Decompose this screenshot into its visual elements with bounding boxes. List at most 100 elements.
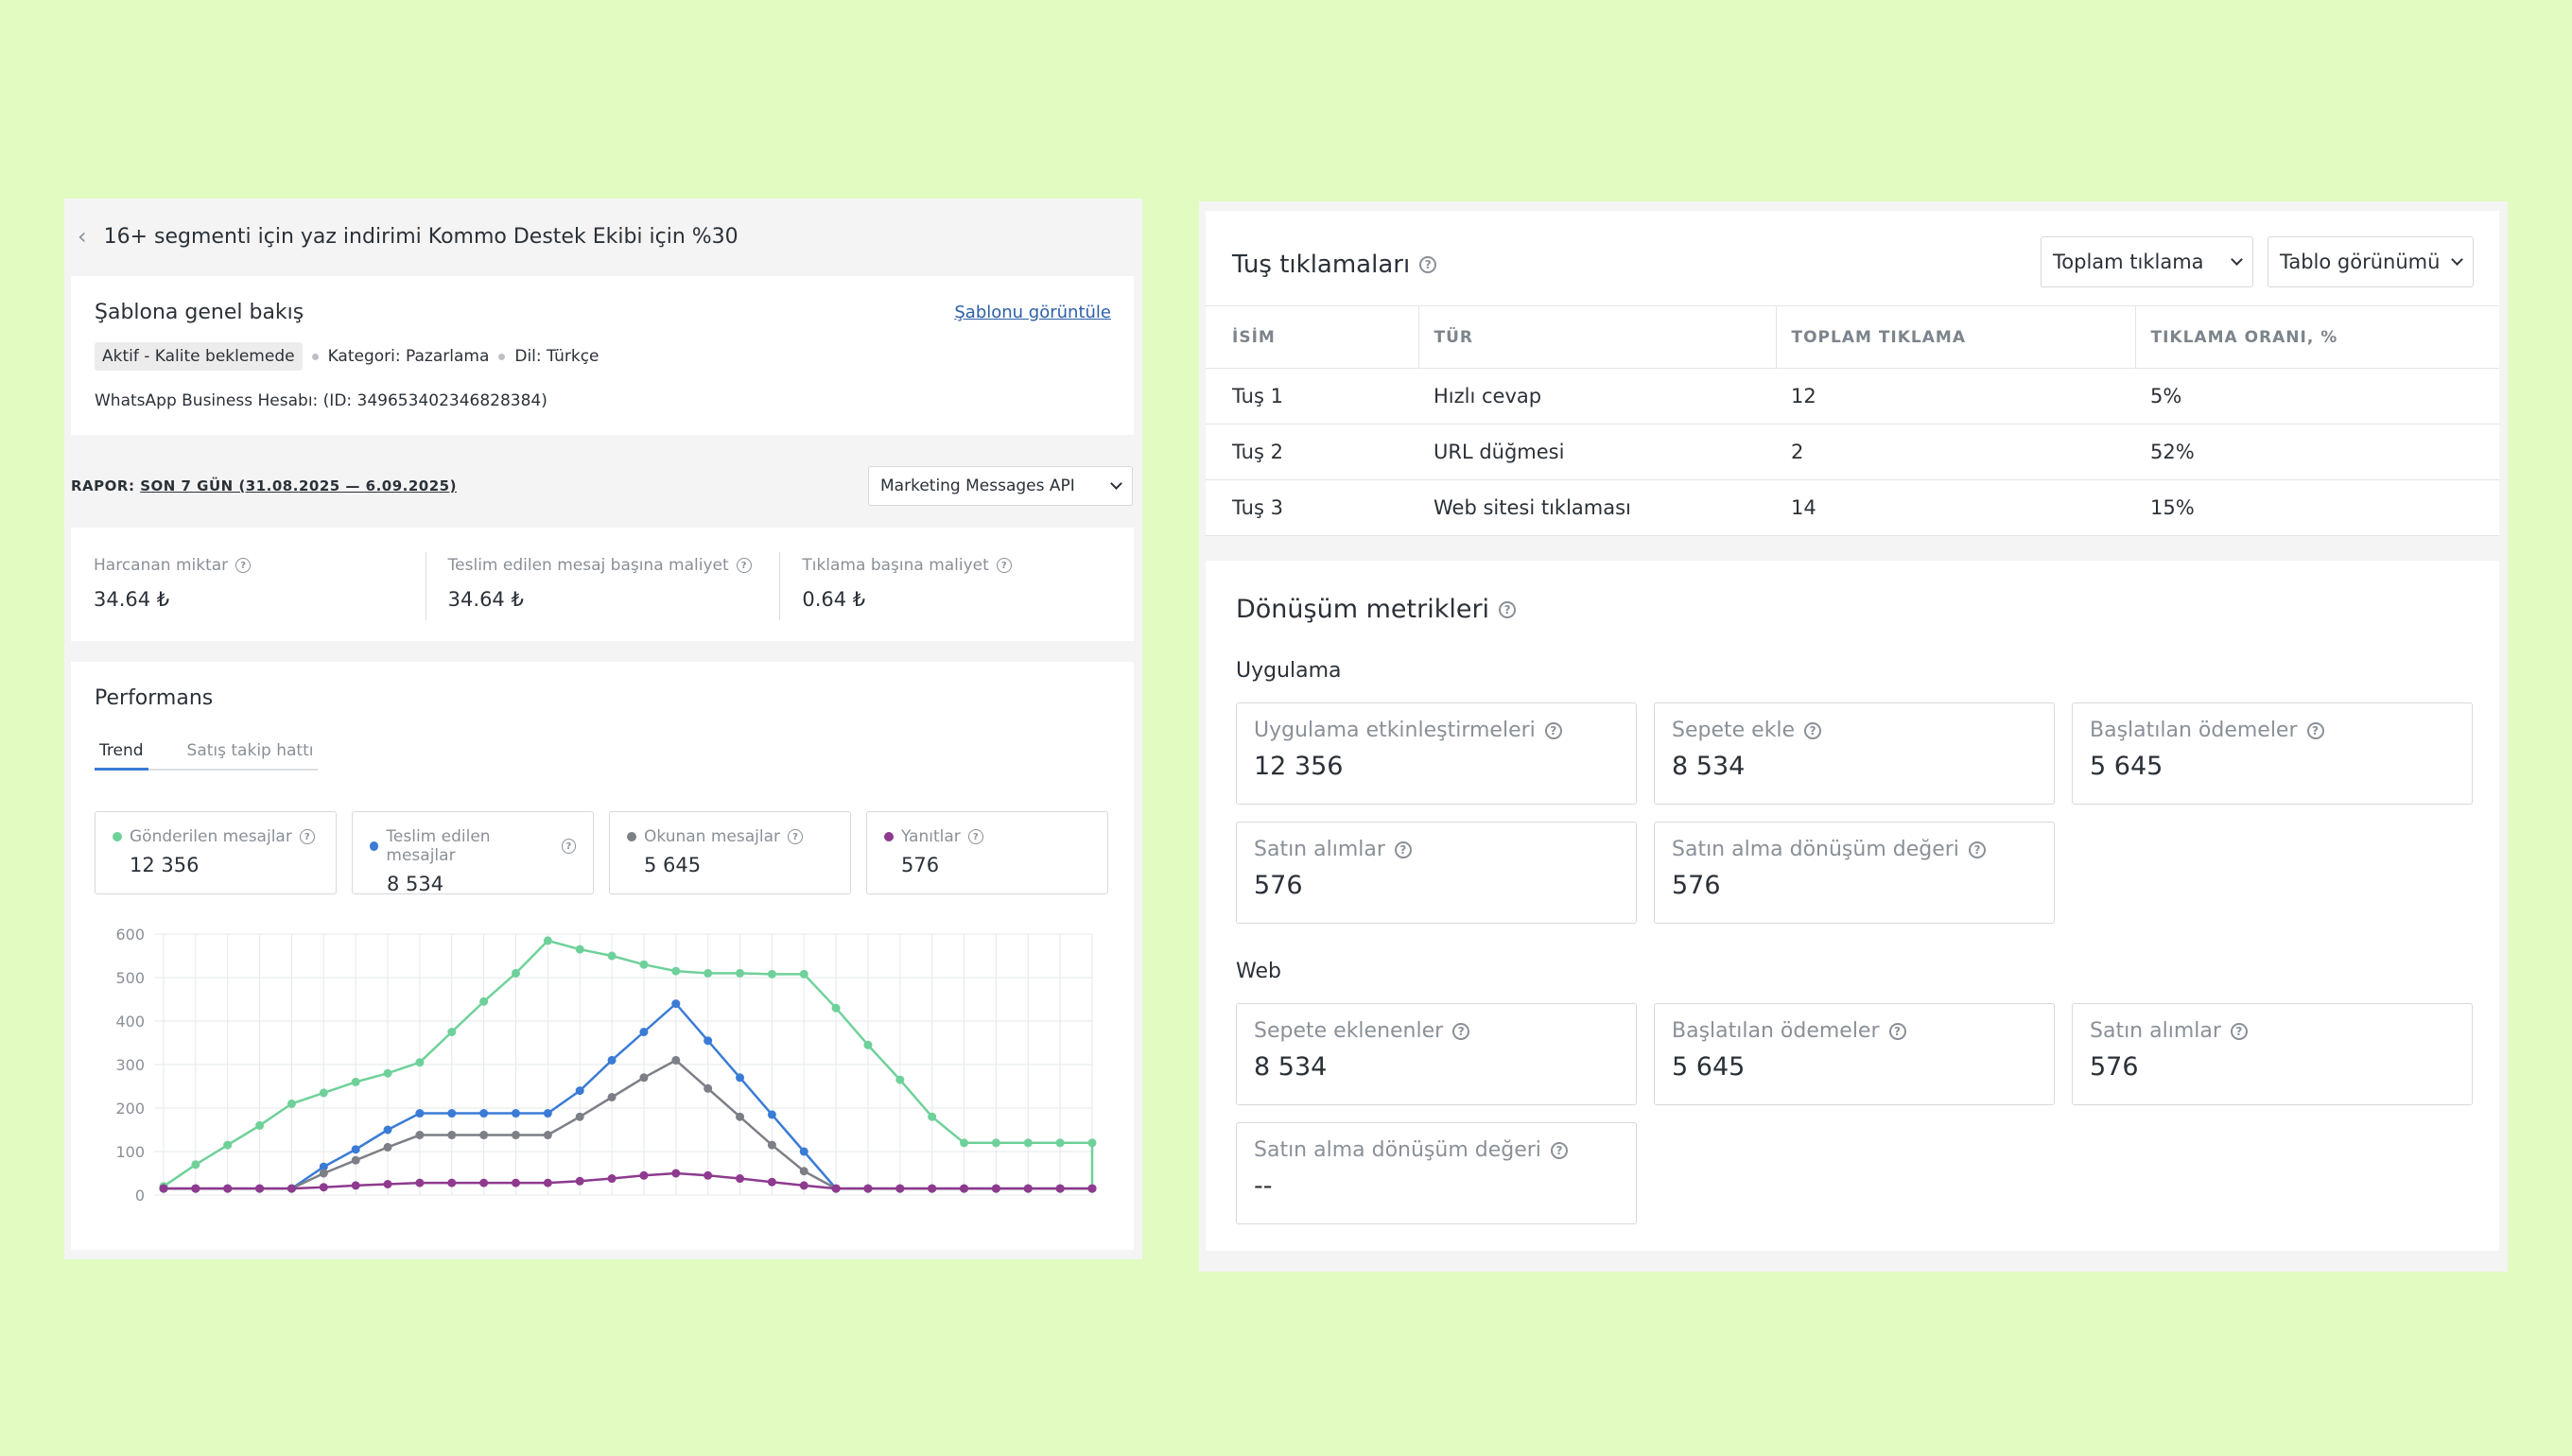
help-icon[interactable]: ?: [235, 558, 252, 573]
chevron-down-icon: [1110, 477, 1122, 490]
cell-rate: 52%: [2135, 424, 2499, 480]
data-point: [928, 1184, 937, 1193]
data-point: [575, 1112, 584, 1121]
cell-type: Hızlı cevap: [1418, 368, 1776, 425]
metric-read[interactable]: Okunan mesajlar? 5 645: [609, 811, 851, 894]
cost-value: 34.64 ₺: [447, 588, 524, 611]
cell-name: Tuş 1: [1206, 368, 1418, 425]
data-point: [543, 1131, 552, 1140]
template-overview-card: Şablona genel bakış Şablonu görüntüle Ak…: [71, 276, 1134, 435]
tab-trend[interactable]: Trend: [95, 736, 148, 771]
help-icon[interactable]: ?: [1452, 1022, 1470, 1040]
data-point: [928, 1112, 937, 1121]
data-point: [447, 1131, 457, 1140]
help-icon[interactable]: ?: [1550, 1141, 1568, 1159]
cost-per-delivered: Teslim edilen mesaj başına maliyet? 34.6…: [425, 528, 780, 641]
help-icon[interactable]: ?: [1544, 721, 1562, 739]
separator-dot: [498, 353, 506, 360]
y-tick-label: 300: [115, 1056, 145, 1074]
template-title: 16+ segmenti için yaz indirimi Kommo Des…: [103, 224, 739, 249]
cell-type: Web sitesi tıklaması: [1418, 479, 1776, 536]
data-point: [543, 1178, 552, 1187]
metric-value: 576: [2090, 1052, 2139, 1082]
data-point: [479, 1109, 489, 1118]
metric-label: Satın alma dönüşüm değeri: [1672, 838, 1959, 861]
series-line-okunan-mesajlar: [164, 1058, 1092, 1190]
table-row: Tuş 3 Web sitesi tıklaması 14 15%: [1206, 479, 2499, 536]
report-bar: RAPOR: SON 7 GÜN (31.08.2025 — 6.09.2025…: [71, 465, 1134, 507]
metric-checkouts-initiated: Başlatılan ödemeler? 5 645: [2072, 702, 2473, 805]
data-point: [415, 1178, 425, 1187]
metric-delivered[interactable]: Teslim edilen mesajlar? 8 534: [352, 811, 594, 895]
button-clicks-card: Tuş tıklamaları ? Toplam tıklama Tablo g…: [1206, 211, 2499, 536]
api-select[interactable]: Marketing Messages API: [868, 466, 1133, 506]
data-point: [415, 1109, 425, 1118]
column-header-click-rate[interactable]: TIKLAMA ORANI, %: [2134, 305, 2499, 369]
table-row: Tuş 1 Hızlı cevap 12 5%: [1206, 368, 2499, 425]
data-point: [191, 1160, 200, 1170]
help-icon[interactable]: ?: [1804, 721, 1822, 739]
data-point: [704, 1083, 713, 1093]
cell-name: Tuş 2: [1206, 424, 1418, 480]
data-point: [1023, 1184, 1033, 1193]
help-icon[interactable]: ?: [1499, 600, 1517, 618]
help-icon[interactable]: ?: [2230, 1022, 2248, 1040]
metric-sent[interactable]: Gönderilen mesajlar? 12 356: [95, 811, 337, 894]
data-point: [863, 1040, 873, 1049]
help-icon[interactable]: ?: [1968, 841, 1986, 858]
data-point: [287, 1184, 296, 1193]
help-icon[interactable]: ?: [1394, 841, 1412, 858]
performance-card: Performans Trend Satış takip hattı Gönde…: [71, 662, 1134, 1250]
help-icon[interactable]: ?: [736, 558, 752, 573]
help-icon[interactable]: ?: [1888, 1022, 1906, 1040]
help-icon[interactable]: ?: [1419, 256, 1437, 273]
data-point: [639, 1073, 649, 1083]
data-point: [415, 1058, 425, 1067]
report-period-link[interactable]: SON 7 GÜN (31.08.2025 — 6.09.2025): [140, 477, 457, 494]
cell-rate: 15%: [2135, 479, 2499, 536]
cost-per-click: Tıklama başına maliyet? 0.64 ₺: [779, 528, 1134, 641]
total-clicks-select[interactable]: Toplam tıklama: [2041, 236, 2253, 287]
metric-label: Teslim edilen mesajlar: [386, 827, 491, 865]
y-tick-label: 600: [115, 926, 145, 944]
data-point: [767, 1110, 776, 1119]
data-point: [383, 1142, 392, 1152]
column-header-type[interactable]: TÜR: [1417, 305, 1776, 369]
help-icon[interactable]: ?: [996, 558, 1012, 573]
data-point: [736, 1112, 745, 1121]
help-icon[interactable]: ?: [561, 839, 576, 854]
data-point: [319, 1169, 328, 1178]
button-clicks-title-text: Tuş tıklamaları: [1232, 251, 1411, 279]
data-point: [736, 1174, 745, 1184]
cell-type: URL düğmesi: [1418, 424, 1776, 480]
conversion-title-text: Dönüşüm metrikleri: [1236, 595, 1490, 624]
column-header-total-clicks[interactable]: TOPLAM TIKLAMA: [1775, 305, 2135, 369]
metric-value: 12 356: [1254, 752, 1344, 781]
data-point: [704, 1036, 713, 1046]
column-header-name[interactable]: İSİM: [1206, 305, 1418, 369]
y-tick-label: 500: [115, 969, 145, 987]
cell-rate: 5%: [2135, 368, 2499, 425]
tab-sales-pipeline[interactable]: Satış takip hattı: [182, 736, 319, 771]
table-view-select[interactable]: Tablo görünümü: [2268, 236, 2474, 287]
view-template-link[interactable]: Şablonu görüntüle: [954, 303, 1111, 322]
back-arrow-icon[interactable]: ‹: [78, 223, 87, 250]
data-point: [639, 1170, 649, 1180]
data-point: [223, 1140, 233, 1150]
data-point: [1055, 1184, 1065, 1193]
cost-value: 34.64 ₺: [94, 588, 170, 611]
data-point: [607, 951, 617, 961]
help-icon[interactable]: ?: [2306, 721, 2324, 739]
cost-spent: Harcanan miktar? 34.64 ₺: [71, 528, 426, 641]
data-point: [831, 1184, 841, 1193]
help-icon[interactable]: ?: [299, 829, 315, 844]
help-icon[interactable]: ?: [788, 829, 803, 844]
metric-replies[interactable]: Yanıtlar? 576: [866, 811, 1108, 894]
data-point: [671, 966, 681, 976]
category-text: Kategori: Pazarlama: [327, 347, 490, 366]
data-point: [447, 1028, 457, 1036]
y-tick-label: 400: [115, 1013, 145, 1031]
language-text: Dil: Türkçe: [514, 347, 600, 366]
metric-web-checkouts-initiated: Başlatılan ödemeler? 5 645: [1654, 1003, 2055, 1105]
help-icon[interactable]: ?: [967, 829, 983, 844]
